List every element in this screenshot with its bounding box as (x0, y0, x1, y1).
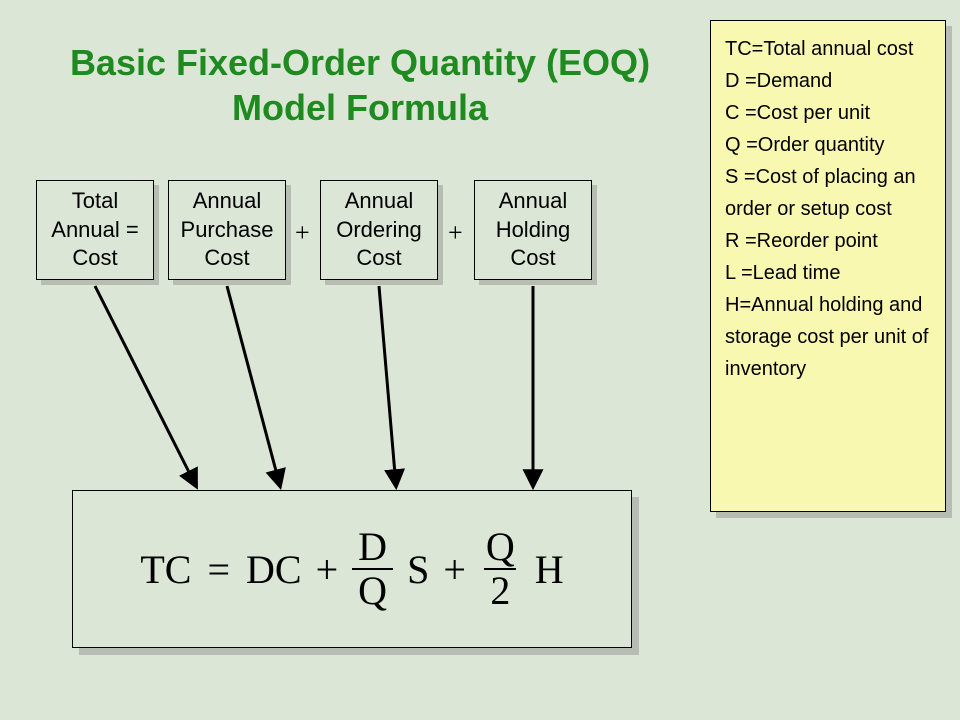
frac-q2-den: 2 (484, 568, 516, 612)
operator-plus-1: + (295, 218, 310, 248)
formula-coef-s: S (407, 546, 429, 593)
frac-dq-den: Q (352, 568, 393, 612)
term-annual-purchase-cost: Annual Purchase Cost (168, 180, 286, 280)
formula-plus-2: + (443, 546, 466, 593)
page-title: Basic Fixed-Order Quantity (EOQ) Model F… (40, 40, 680, 130)
term-annual-holding-cost: Annual Holding Cost (474, 180, 592, 280)
formula-coef-h: H (535, 546, 564, 593)
frac-q2-num: Q (480, 526, 521, 568)
term-annual-ordering-cost: Annual Ordering Cost (320, 180, 438, 280)
formula-plus-1: + (316, 546, 339, 593)
formula-frac-q2: Q 2 (480, 526, 521, 612)
arrow-dc (227, 286, 280, 486)
formula-eq: = (207, 546, 230, 593)
operator-plus-2: + (448, 218, 463, 248)
frac-dq-num: D (352, 526, 393, 568)
formula-lhs: TC (140, 546, 191, 593)
formula-term-dc: DC (246, 546, 302, 593)
arrow-dqs (379, 286, 396, 486)
formula-box: TC = DC + D Q S + Q 2 H (72, 490, 632, 648)
formula-frac-dq: D Q (352, 526, 393, 612)
legend-box: TC=Total annual cost D =Demand C =Cost p… (710, 20, 946, 512)
arrow-tc (95, 286, 196, 486)
term-total-annual-cost: Total Annual = Cost (36, 180, 154, 280)
